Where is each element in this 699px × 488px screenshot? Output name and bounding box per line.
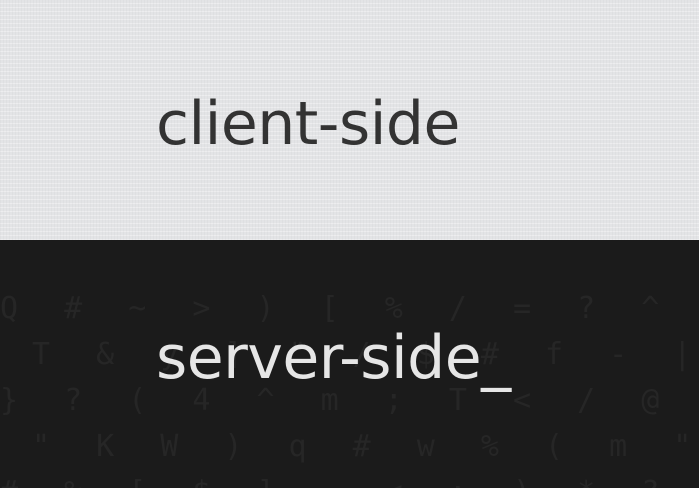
code-glyph-texture: Q # ~ > ) [ % / = ? ^ * & ; ~ < T & y ] …: [0, 291, 699, 488]
client-side-panel: client-side: [0, 0, 699, 240]
server-side-label: server-side_: [156, 323, 511, 393]
client-side-label: client-side: [156, 89, 460, 159]
server-side-panel: Q # ~ > ) [ % / = ? ^ * & ; ~ < T & y ] …: [0, 240, 699, 488]
